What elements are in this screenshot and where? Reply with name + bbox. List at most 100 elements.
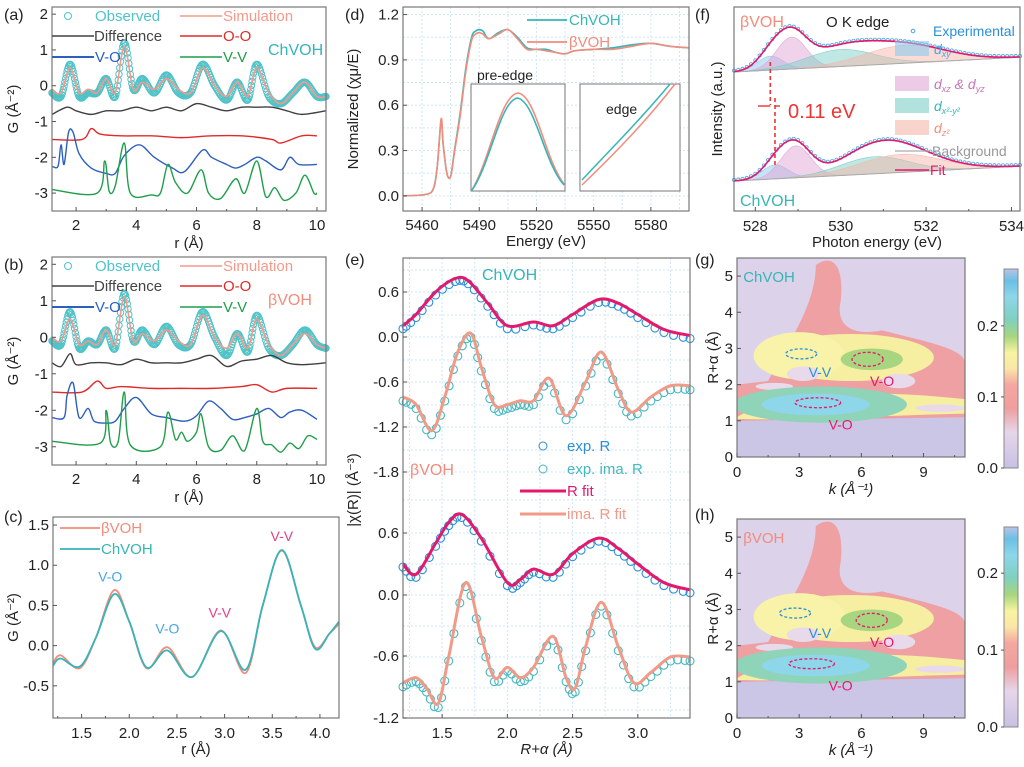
colorbar-tick-label: 0.2 <box>977 318 998 335</box>
x-axis-label: Energy (eV) <box>506 233 586 250</box>
x-tick-label: 0 <box>733 464 741 481</box>
region-label: V-O <box>870 634 894 650</box>
x-tick-label: 10 <box>309 471 326 488</box>
legend: Observed Simulation Difference O-O V-O V-V <box>52 258 293 316</box>
legend-bvoh: βVOH <box>101 520 142 537</box>
legend-observed-marker <box>64 12 72 20</box>
inset-bvoh <box>581 83 676 186</box>
heatmap-trough <box>915 404 965 412</box>
legend-observed-marker <box>64 262 72 270</box>
series-βvoh <box>52 549 340 678</box>
y-axis-label: Intensity (a.u.) <box>709 61 726 156</box>
y-tick-label: 0 <box>40 329 48 346</box>
colorbar <box>1003 268 1019 469</box>
y-tick-label: -1 <box>35 366 48 383</box>
legend-swatch <box>895 41 929 56</box>
legend-ima-r-fit: ima. R fit <box>567 506 627 523</box>
heatmap-cells <box>737 260 965 457</box>
y-tick-label: 2 <box>40 256 48 273</box>
y-tick-label: 4 <box>725 565 733 582</box>
observed-point <box>258 325 267 333</box>
y-tick-label: 1.0 <box>28 557 49 574</box>
y-tick-label: 1.5 <box>28 517 49 534</box>
x-tick-label: 8 <box>253 471 261 488</box>
observed-point <box>68 313 77 321</box>
y-tick-label: -2 <box>35 402 48 419</box>
inset-edge: edge <box>579 83 681 192</box>
legend-difference: Difference <box>94 278 162 295</box>
y-tick-label: 1 <box>725 413 733 430</box>
colorbar-tick-label: 0.2 <box>977 565 998 582</box>
y-tick-label: 2 <box>40 6 48 23</box>
inset-bvoh <box>471 92 565 191</box>
legend-experimental: Experimental <box>933 23 1015 39</box>
x-tick-label: 2.5 <box>167 725 188 742</box>
y-tick-label: -0.6 <box>373 374 399 391</box>
x-tick-label: 9 <box>919 464 927 481</box>
panel-e: 1.5 2.0 2.5 3.0 0.6 0.0 -0.6 -1.2 -1.8 0.6 0.0 -0.6… <box>345 252 695 758</box>
sample-label-chvoh: ChVOH <box>740 193 795 210</box>
y-tick-label: 1 <box>40 293 48 310</box>
x-tick-label: 3 <box>795 464 803 481</box>
peak-annotation: V-V <box>209 605 232 621</box>
y-tick-label: 5 <box>725 268 733 285</box>
y-tick-label: 4 <box>725 304 733 321</box>
series-chvoh <box>52 549 340 678</box>
x-tick-label: 2.5 <box>562 725 583 742</box>
x-tick-label: 5520 <box>520 217 553 234</box>
y-tick-label: 3 <box>725 340 733 357</box>
y-tick-label: 1 <box>725 674 733 691</box>
region-marker <box>778 607 812 619</box>
plot-frame <box>51 256 327 466</box>
panel-label: (c) <box>4 509 23 526</box>
legend-simulation: Simulation <box>223 8 293 25</box>
shift-annotation: 0.11 eV <box>788 101 856 123</box>
y-tick-label: 0.0 <box>378 188 399 205</box>
y-axis-label: G (Å⁻²) <box>5 337 22 386</box>
y-tick-label: -0.6 <box>373 648 399 665</box>
heatmap-region-high-upper <box>840 609 903 632</box>
series-simulation <box>51 296 327 357</box>
legend-background: Background <box>932 143 1007 159</box>
region-marker <box>855 612 888 628</box>
y-tick-label: 0 <box>40 78 48 95</box>
inset-label: pre-edge <box>477 67 533 83</box>
x-tick-label: 6 <box>192 471 200 488</box>
inset-frame <box>579 83 681 192</box>
panel-c: 1.5 2.0 2.5 3.0 3.5 4.0 1.5 1.0 0.5 0.0 -0.5 (c) r (… <box>4 509 340 758</box>
legend-r-fit: R fit <box>567 483 595 500</box>
series-βvoh <box>402 28 690 197</box>
heatmap-trough <box>882 373 916 389</box>
region-label: V-O <box>870 373 894 389</box>
x-tick-label: 1.5 <box>432 725 453 742</box>
legend-vo: V-O <box>95 49 121 66</box>
series-difference <box>51 353 327 368</box>
ima-r-fit-line <box>402 581 691 706</box>
y-axis-label: Normalized (χμ/E) <box>345 49 362 170</box>
region-marker <box>788 658 836 670</box>
panel-label: (g) <box>695 252 715 269</box>
x-axis-label: R+α (Å) <box>520 741 572 758</box>
panel-label: (b) <box>4 257 24 274</box>
sample-label-bvoh: βVOH <box>410 462 454 479</box>
series-v-v <box>51 142 318 202</box>
series-v-o <box>51 128 317 176</box>
legend-exp-ima-r-marker <box>538 464 548 474</box>
legend-bvoh: βVOH <box>569 34 610 51</box>
ima-r-fit-line <box>402 331 691 433</box>
observed-point <box>259 77 268 86</box>
panel-label: (e) <box>345 252 365 269</box>
y-tick-label: -0.5 <box>23 678 49 695</box>
y-tick-label: 3 <box>725 601 733 618</box>
y-axis-label: G (Å⁻²) <box>5 593 22 642</box>
panel-f: 0.11 eV 528 530 532 534 (f) Photon energy (eV)… <box>695 6 1024 251</box>
colorbar-tick-label: 0.1 <box>977 389 998 406</box>
heatmap-low-band <box>737 417 965 457</box>
legend-exp-r-marker <box>538 441 548 451</box>
panel-label: (f) <box>695 7 710 24</box>
x-tick-label: 4.0 <box>310 725 331 742</box>
heatmap-cells <box>737 521 965 718</box>
x-tick-label: 3 <box>795 725 803 742</box>
x-tick-label: 4 <box>132 217 140 234</box>
inset-label: edge <box>606 101 637 117</box>
